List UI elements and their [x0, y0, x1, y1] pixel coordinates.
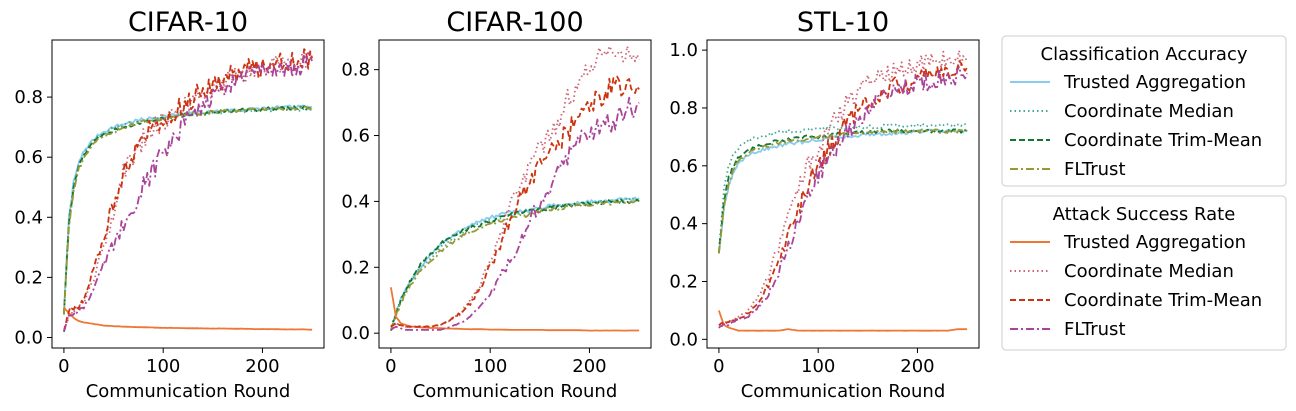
legend-label-coordinate-trim-mean: Coordinate Trim-Mean — [1064, 130, 1262, 151]
series-classification-accuracy-fltrust-line — [718, 128, 968, 254]
series-attack-success-rate-coordinate-trim-mean-line — [390, 75, 640, 328]
legend-label-trusted-aggregation: Trusted Aggregation — [1063, 232, 1246, 253]
panel-title: CIFAR-10 — [128, 7, 248, 38]
legend: Classification Accuracy Trusted Aggregati… — [1001, 35, 1287, 351]
series-attack-success-rate-coordinate-trim-mean-line — [63, 48, 313, 332]
legend-group-attack-success-rate: Attack Success Rate Trusted Aggregation Co… — [1001, 195, 1287, 351]
series-classification-accuracy-coordinate-median-line — [718, 122, 968, 254]
y-tick-label: 0.2 — [14, 267, 43, 288]
series-classification-accuracy-trusted-aggregation-line — [390, 196, 640, 331]
series-attack-success-rate-coordinate-trim-mean-line — [718, 60, 968, 326]
y-tick-label: 0.8 — [14, 87, 43, 108]
plot-area — [390, 45, 640, 332]
plot-area — [718, 49, 968, 332]
series-attack-success-rate-trusted-aggregation-line — [718, 310, 968, 332]
series-classification-accuracy-coordinate-median-line — [63, 107, 313, 315]
legend-label-coordinate-median: Coordinate Median — [1064, 101, 1234, 122]
series-classification-accuracy-fltrust-line — [390, 199, 640, 332]
y-tick-label: 0.0 — [14, 327, 43, 348]
y-tick-label: 0.8 — [669, 98, 698, 119]
series-classification-accuracy-fltrust-line — [63, 105, 313, 315]
x-tick-label: 200 — [900, 356, 934, 377]
y-tick-label: 0.2 — [669, 271, 698, 292]
x-tick-label: 100 — [801, 356, 835, 377]
series-classification-accuracy-trusted-aggregation-line — [718, 128, 968, 254]
y-tick-label: 0.8 — [341, 60, 370, 81]
legend-group-classification-accuracy: Classification Accuracy Trusted Aggregati… — [1001, 35, 1287, 187]
series-attack-success-rate-trusted-aggregation-line — [63, 306, 313, 331]
panel-title: CIFAR-100 — [446, 7, 583, 38]
legend-box — [1001, 35, 1287, 187]
y-tick-label: 0.4 — [341, 191, 370, 212]
series-attack-success-rate-coordinate-median-line — [718, 49, 968, 326]
legend-label-fltrust: FLTrust — [1064, 159, 1126, 180]
panel-title: STL-10 — [797, 7, 889, 38]
legend-title: Attack Success Rate — [1053, 204, 1236, 225]
panel-stl-10: 0 100 200 0.0 0.2 0.4 0.6 0.8 1.0 STL-10 Communica… — [669, 7, 980, 402]
plot-area — [63, 48, 313, 333]
series-attack-success-rate-trusted-aggregation-line — [390, 287, 640, 332]
x-axis-label: Communication Round — [86, 381, 291, 402]
legend-box — [1001, 195, 1287, 351]
x-axis-label: Communication Round — [413, 381, 618, 402]
series-attack-success-rate-fltrust-line — [63, 52, 313, 333]
legend-label-trusted-aggregation: Trusted Aggregation — [1063, 72, 1246, 93]
series-attack-success-rate-fltrust-line — [718, 65, 968, 329]
y-tick-label: 0.6 — [14, 147, 43, 168]
y-tick-label: 0.6 — [669, 156, 698, 177]
legend-label-coordinate-trim-mean: Coordinate Trim-Mean — [1064, 290, 1262, 311]
legend-label-coordinate-median: Coordinate Median — [1064, 261, 1234, 282]
y-tick-label: 0.4 — [14, 207, 43, 228]
x-tick-label: 0 — [713, 356, 724, 377]
x-tick-label: 0 — [58, 356, 69, 377]
chart-panels: 0 100 200 0.0 0.2 0.4 0.6 0.8 CIFAR-10 Communicat… — [14, 7, 980, 402]
y-tick-label: 0.6 — [341, 126, 370, 147]
x-tick-label: 100 — [146, 356, 180, 377]
x-tick-label: 0 — [385, 356, 396, 377]
x-tick-label: 200 — [245, 356, 279, 377]
series-classification-accuracy-coordinate-trim-mean-line — [390, 198, 640, 332]
axes-frame — [51, 39, 325, 349]
x-tick-label: 100 — [473, 356, 507, 377]
legend-title: Classification Accuracy — [1041, 44, 1248, 65]
axes-frame — [706, 39, 980, 349]
panel-cifar-100: 0 100 200 0.0 0.2 0.4 0.6 0.8 CIFAR-100 Communica… — [341, 7, 652, 402]
y-tick-label: 0.4 — [669, 214, 698, 235]
series-classification-accuracy-coordinate-median-line — [390, 197, 640, 331]
y-tick-label: 0.0 — [341, 323, 370, 344]
axes-frame — [378, 39, 652, 349]
y-tick-label: 0.0 — [669, 329, 698, 350]
panel-cifar-10: 0 100 200 0.0 0.2 0.4 0.6 0.8 CIFAR-10 Communicat… — [14, 7, 325, 402]
y-tick-label: 0.2 — [341, 257, 370, 278]
legend-label-fltrust: FLTrust — [1064, 319, 1126, 340]
y-tick-label: 1.0 — [669, 40, 698, 61]
x-axis-label: Communication Round — [741, 381, 946, 402]
series-classification-accuracy-coordinate-trim-mean-line — [718, 128, 968, 254]
series-attack-success-rate-coordinate-median-line — [390, 45, 640, 328]
x-tick-label: 200 — [572, 356, 606, 377]
series-attack-success-rate-fltrust-line — [390, 96, 640, 332]
